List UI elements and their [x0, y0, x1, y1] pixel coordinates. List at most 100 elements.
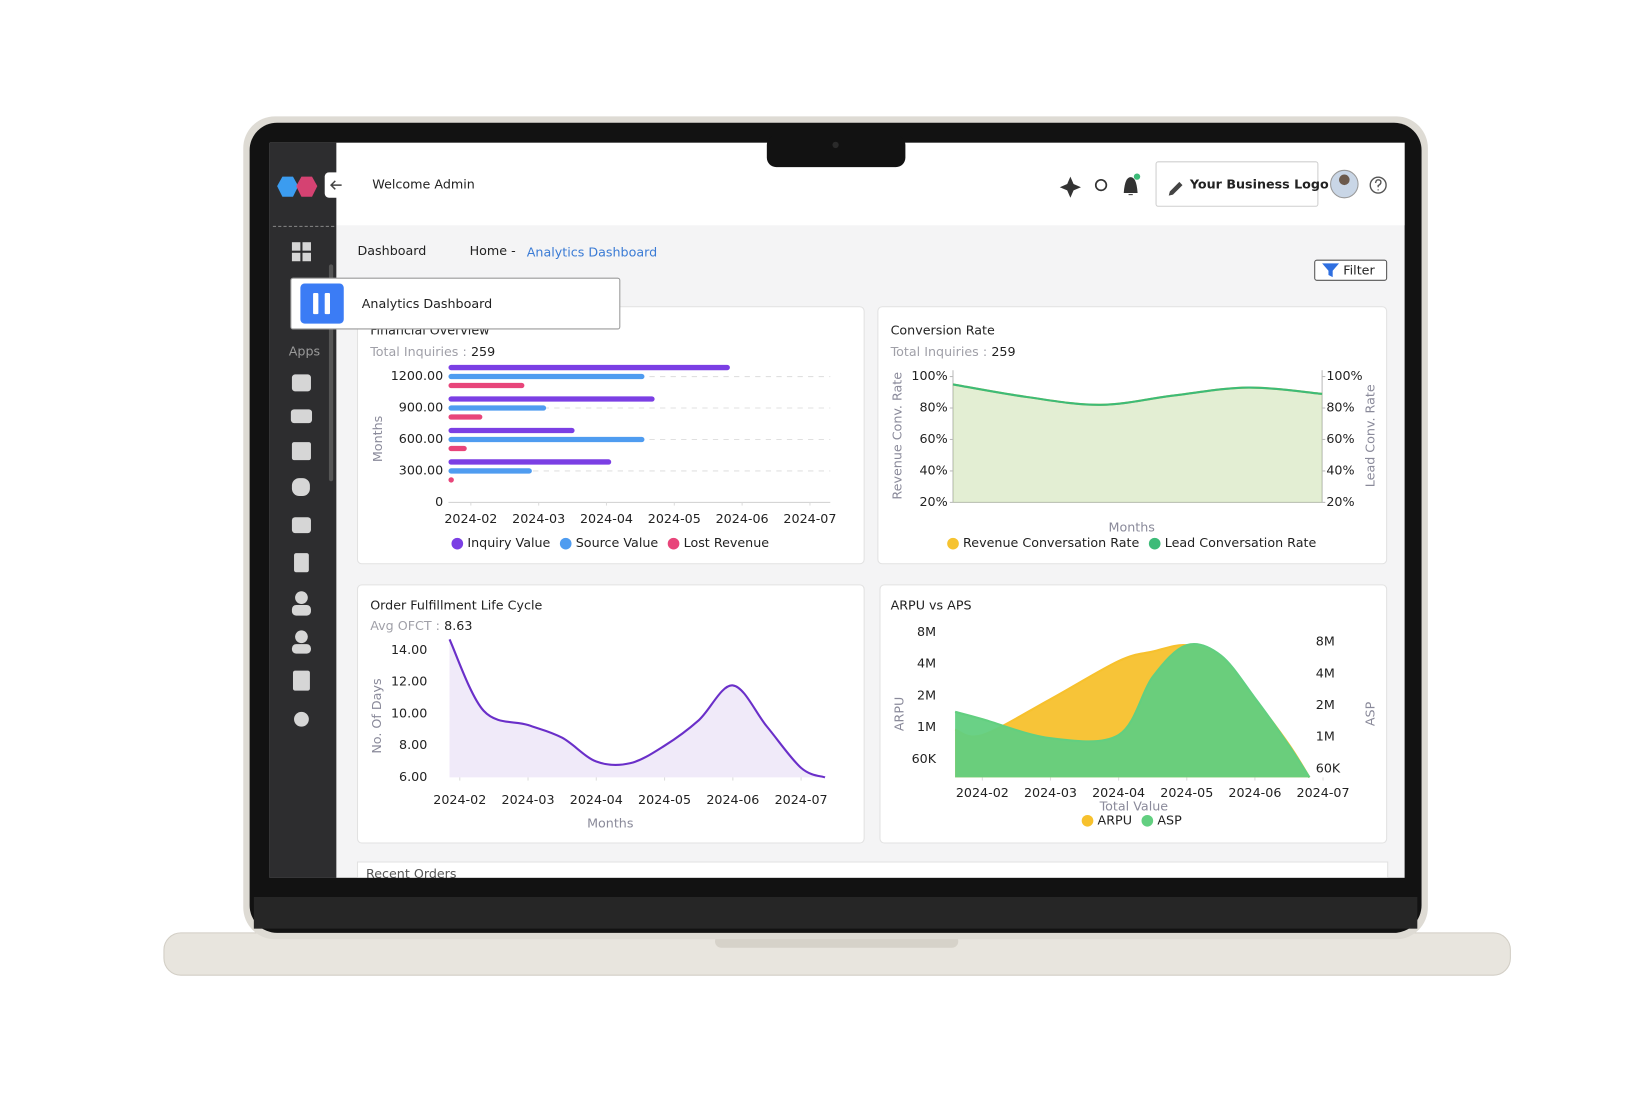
edit-icon	[1168, 181, 1183, 196]
badge-icon	[300, 283, 344, 324]
bar	[448, 436, 645, 443]
y2-tick-label: 60K	[1316, 760, 1341, 775]
bell-dot	[1133, 173, 1141, 180]
area-line	[954, 643, 1311, 778]
x-tick-label: 2024-07	[1297, 785, 1350, 800]
sidebar-icons	[290, 242, 313, 727]
sidebar	[269, 142, 337, 878]
welcome-text: Welcome Admin	[372, 177, 475, 192]
theme-icon[interactable]	[1094, 178, 1108, 192]
y-tick-label: 0	[435, 494, 443, 509]
x-tick-label: 2024-07	[783, 511, 836, 526]
area-line	[448, 638, 826, 779]
breadcrumb-home[interactable]: Home -	[470, 243, 516, 258]
legend-label: Revenue Conversation Rate	[963, 535, 1139, 550]
y-tick-label: 300.00	[399, 462, 443, 477]
y-tick-label: 8.00	[399, 737, 427, 752]
nav-user[interactable]	[295, 591, 308, 604]
card	[356, 584, 865, 844]
badge-label: Analytics Dashboard	[362, 296, 492, 311]
bar	[448, 459, 612, 465]
chart-stat: Avg OFCT : 8.63	[370, 618, 472, 633]
breadcrumb-current: Analytics Dashboard	[527, 244, 657, 259]
y-tick-label: 6.00	[399, 769, 427, 784]
legend-swatch	[1148, 537, 1161, 550]
screen-edge	[253, 877, 1418, 897]
nav-user[interactable]	[291, 605, 311, 616]
y-tick-label: 2M	[917, 687, 936, 702]
area-fill	[449, 639, 825, 778]
nav-book[interactable]	[292, 670, 310, 691]
nav-user-edit[interactable]	[295, 630, 308, 644]
collapse-arrow	[330, 180, 342, 190]
nav-settings[interactable]	[294, 711, 309, 727]
nav-search[interactable]	[291, 478, 310, 497]
legend-label: Lost Revenue	[684, 535, 770, 550]
bar	[448, 414, 483, 420]
x-tick-label: 2024-02	[444, 511, 497, 526]
filter-label: Filter	[1343, 262, 1375, 277]
bar	[448, 445, 467, 452]
nav-delivery[interactable]	[290, 409, 313, 424]
nav-dashboard[interactable]	[302, 242, 311, 251]
area-fill	[952, 384, 1323, 503]
y-tick-label: 80%	[919, 400, 947, 415]
nav-print[interactable]	[291, 374, 311, 392]
stat-label: Total Inquiries :	[890, 344, 988, 359]
legend-swatch	[947, 537, 959, 550]
axis-title: Months	[1109, 519, 1155, 534]
axis-title: Revenue Conv. Rate	[889, 372, 904, 500]
stat-label: Avg OFCT :	[370, 618, 440, 633]
legend-label: ASP	[1157, 812, 1182, 827]
nav-user-edit[interactable]	[291, 644, 311, 654]
bar	[448, 427, 575, 434]
y2-tick-label: 8M	[1316, 634, 1335, 649]
x-tick-label: 2024-06	[716, 511, 769, 526]
y-tick-label: 60%	[919, 431, 947, 446]
legend-swatch	[451, 537, 464, 550]
help-glyph	[1374, 179, 1382, 191]
chart-stat: Total Inquiries : 259	[369, 344, 495, 359]
help-icon[interactable]	[1369, 176, 1387, 194]
camera	[832, 141, 839, 149]
bar	[448, 382, 525, 389]
legend-swatch	[1141, 814, 1154, 827]
x-tick-label: 2024-05	[648, 511, 701, 526]
x-tick-label: 2024-05	[1160, 785, 1213, 800]
nav-board[interactable]	[291, 442, 311, 461]
bar	[448, 468, 532, 474]
legend-swatch	[1081, 814, 1094, 827]
nav-shop[interactable]	[291, 517, 311, 534]
nav-dashboard[interactable]	[291, 242, 301, 251]
nav-dashboard[interactable]	[302, 252, 311, 262]
logo-hex-blue	[277, 176, 299, 197]
chart-title: Order Fulfillment Life Cycle	[370, 598, 542, 613]
nav-dashboard[interactable]	[291, 252, 301, 262]
bar	[448, 364, 730, 371]
x-tick-label: 2024-03	[1024, 785, 1077, 800]
chart-title: Conversion Rate	[891, 323, 995, 338]
card	[877, 306, 1388, 565]
area-fill	[952, 384, 1323, 503]
sparkle-icon[interactable]	[1059, 176, 1081, 198]
y2-tick-label: 40%	[1326, 462, 1354, 477]
axis-title: Total Value	[1099, 799, 1169, 814]
logo-button[interactable]	[1155, 161, 1319, 207]
x-tick-label: 2024-05	[638, 792, 691, 807]
card-title: Recent Orders	[366, 866, 457, 881]
bell-icon[interactable]	[1123, 177, 1138, 196]
y2-tick-label: 80%	[1326, 400, 1354, 415]
nav-cart[interactable]	[294, 553, 309, 573]
x-tick-label: 2024-02	[956, 785, 1009, 800]
badge-icon-bar	[313, 292, 319, 315]
x-tick-label: 2024-06	[706, 792, 759, 807]
y2-tick-label: 4M	[1316, 665, 1335, 680]
y2-tick-label: 60%	[1326, 431, 1354, 446]
logo-button-label: Your Business Logo	[1189, 177, 1329, 192]
legend-swatch	[667, 537, 680, 550]
axis-title: ARPU	[892, 697, 907, 731]
legend-label: ARPU	[1098, 812, 1132, 827]
